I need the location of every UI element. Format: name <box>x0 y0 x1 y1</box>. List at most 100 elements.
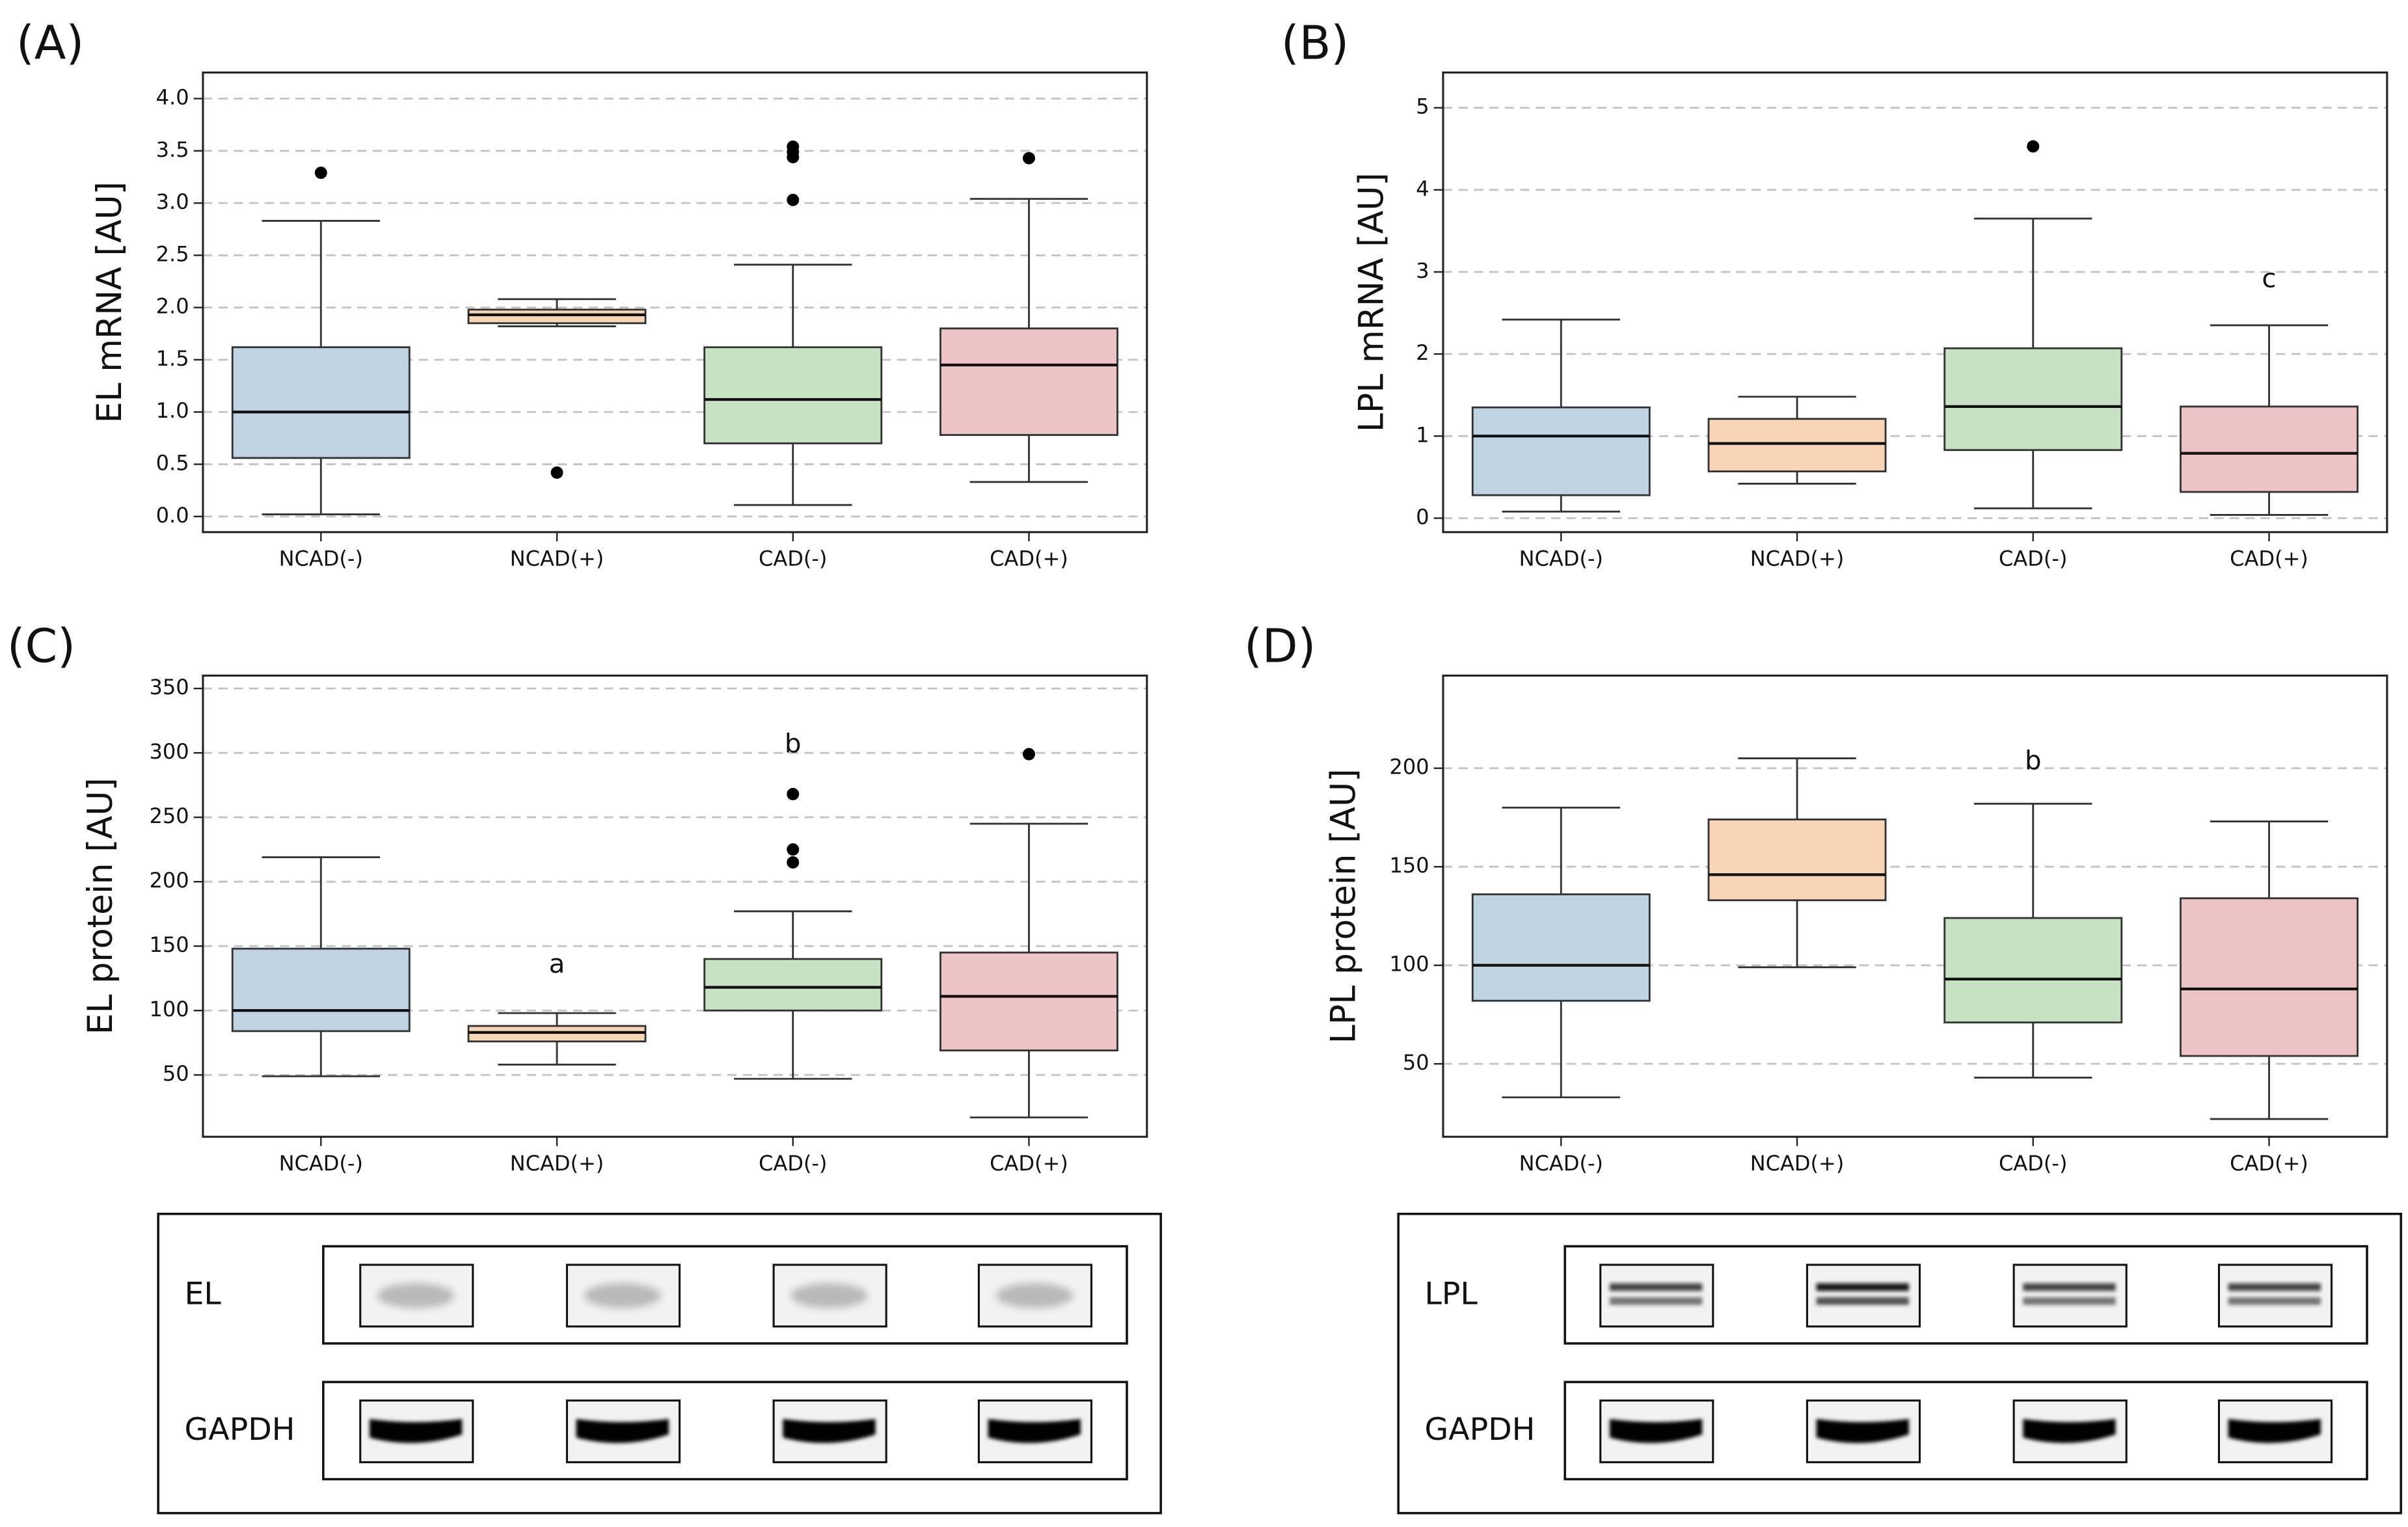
band <box>1816 1283 1909 1291</box>
blot-lane <box>772 1399 887 1463</box>
blot-lane <box>1806 1263 1921 1328</box>
band <box>2228 1283 2321 1291</box>
outlier <box>787 788 800 801</box>
y-tick-label: 3 <box>1416 258 1429 283</box>
blot-lane <box>565 1263 681 1328</box>
y-tick-label: 2 <box>1416 340 1429 365</box>
y-tick-label: 150 <box>149 932 189 957</box>
lane-frame <box>2217 1263 2333 1328</box>
band <box>988 1419 1081 1443</box>
panel-label: (B) <box>1281 16 1349 70</box>
panel-label: (D) <box>1244 619 1316 673</box>
y-tick-label: 2.5 <box>156 241 189 266</box>
box <box>231 346 411 459</box>
y-tick-label: 4 <box>1416 176 1429 201</box>
x-tick-label: NCAD(+) <box>1750 547 1845 571</box>
x-tick-label: NCAD(+) <box>510 547 604 571</box>
x-tick-label: NCAD(-) <box>1519 547 1603 571</box>
outlier <box>1022 152 1035 165</box>
x-tick-label: CAD(-) <box>759 1151 827 1176</box>
plot-frame <box>1442 674 2388 1138</box>
blot-lane <box>2012 1263 2128 1328</box>
outlier <box>314 167 327 180</box>
band <box>2023 1283 2116 1291</box>
blot-lane <box>1599 1399 1714 1463</box>
y-tick-label: 1 <box>1416 422 1429 447</box>
box <box>1943 917 2123 1023</box>
band <box>2023 1419 2116 1443</box>
box <box>1943 347 2123 452</box>
box <box>1471 406 1651 496</box>
blot-lane <box>2217 1399 2333 1463</box>
band <box>369 1419 463 1443</box>
blot-lane <box>359 1263 474 1328</box>
panel-label: (A) <box>16 16 84 70</box>
box <box>1707 818 1887 902</box>
outlier <box>550 466 563 479</box>
y-tick-label: 2.0 <box>156 294 189 319</box>
y-tick-label: 350 <box>149 675 189 699</box>
annotation: a <box>549 949 565 979</box>
band <box>1816 1419 1909 1443</box>
band <box>377 1283 455 1308</box>
y-tick-label: 100 <box>149 997 189 1021</box>
y-tick-label: 5 <box>1416 94 1429 119</box>
box <box>467 308 647 325</box>
annotation: b <box>2025 746 2042 776</box>
y-tick-label: 3.0 <box>156 189 189 214</box>
outlier <box>787 140 800 153</box>
blot-lane <box>565 1399 681 1463</box>
blot-lane <box>2217 1263 2333 1328</box>
blot-lane <box>1599 1263 1714 1328</box>
band <box>576 1419 669 1443</box>
y-tick-label: 50 <box>1403 1050 1429 1075</box>
box <box>939 951 1118 1051</box>
plot-frame <box>202 71 1148 534</box>
y-axis-label: LPL mRNA [AU] <box>1352 172 1391 432</box>
box <box>1707 418 1887 472</box>
y-tick-label: 1.5 <box>156 346 189 371</box>
band <box>2228 1297 2321 1305</box>
y-tick-label: 0 <box>1416 504 1429 529</box>
y-tick-label: 0.5 <box>156 451 189 476</box>
box <box>1471 893 1651 1002</box>
annotation: b <box>785 728 802 759</box>
outlier <box>787 843 800 856</box>
y-tick-label: 1.0 <box>156 398 189 423</box>
y-tick-label: 4.0 <box>156 85 189 110</box>
x-tick-label: CAD(+) <box>990 1151 1068 1176</box>
box <box>231 947 411 1033</box>
blot-label: EL <box>184 1276 221 1312</box>
x-tick-label: NCAD(-) <box>279 1151 363 1176</box>
outlier <box>787 856 800 869</box>
outlier <box>1022 748 1035 761</box>
blot-lane <box>1806 1399 1921 1463</box>
blot-label: GAPDH <box>1425 1412 1535 1448</box>
band <box>995 1283 1073 1308</box>
band <box>1609 1297 1703 1305</box>
x-tick-label: NCAD(+) <box>510 1151 604 1176</box>
box <box>703 958 883 1012</box>
blot-lane <box>977 1263 1092 1328</box>
x-tick-label: CAD(-) <box>1999 547 2067 571</box>
plot-frame <box>202 674 1148 1138</box>
x-tick-label: CAD(+) <box>990 547 1068 571</box>
band <box>1609 1283 1703 1291</box>
y-axis-label: EL mRNA [AU] <box>90 182 129 423</box>
x-tick-label: CAD(-) <box>1999 1151 2067 1176</box>
y-tick-label: 100 <box>1390 952 1429 977</box>
x-tick-label: NCAD(+) <box>1750 1151 1845 1176</box>
band <box>1816 1297 1909 1305</box>
y-tick-label: 150 <box>1390 853 1429 878</box>
y-tick-label: 300 <box>149 739 189 764</box>
y-axis-label: EL protein [AU] <box>81 777 120 1034</box>
blot-label: LPL <box>1425 1276 1478 1312</box>
band <box>2228 1419 2321 1443</box>
annotation: c <box>2262 264 2276 294</box>
blot-lane <box>772 1263 887 1328</box>
band <box>791 1283 868 1308</box>
blot-label: GAPDH <box>184 1412 295 1448</box>
panel-label: (C) <box>7 619 75 673</box>
